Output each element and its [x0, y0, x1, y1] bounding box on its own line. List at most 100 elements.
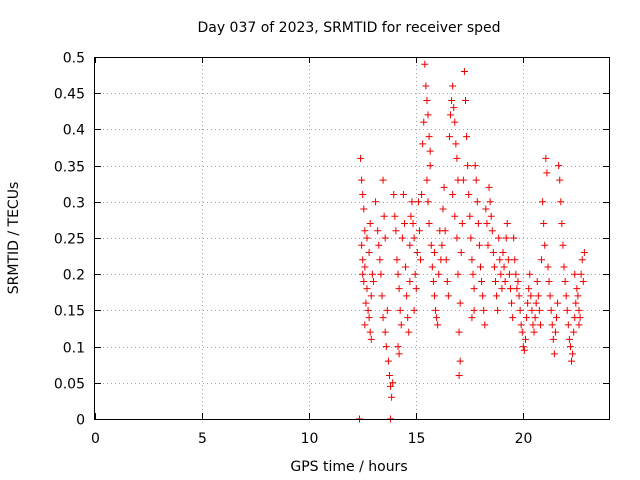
data-point: [451, 212, 459, 220]
y-tick-label: 0.45: [54, 87, 85, 103]
y-axis-label: SRMTID / TECUs: [6, 182, 22, 295]
data-point: [481, 321, 489, 329]
data-point: [361, 227, 369, 235]
data-point: [466, 212, 474, 220]
data-point: [493, 292, 501, 300]
data-point: [540, 220, 548, 228]
data-point: [454, 270, 462, 278]
data-point: [453, 234, 461, 242]
data-point: [490, 263, 498, 271]
data-point: [491, 277, 499, 285]
y-tick-label: 0.35: [54, 160, 85, 176]
data-point: [477, 263, 484, 271]
data-point: [434, 321, 442, 329]
data-point: [473, 198, 481, 206]
data-point: [407, 212, 415, 220]
data-point: [396, 306, 404, 314]
data-point: [387, 382, 395, 390]
y-tick-label: 0.2: [63, 268, 85, 284]
data-point: [458, 220, 466, 228]
data-point: [475, 241, 483, 249]
data-point: [456, 357, 464, 365]
data-point: [526, 270, 534, 278]
data-point: [536, 321, 544, 329]
data-point: [575, 306, 583, 314]
data-point: [548, 321, 556, 329]
data-point: [551, 328, 559, 336]
data-point: [406, 277, 414, 285]
data-point: [575, 321, 583, 329]
data-point: [381, 234, 389, 242]
data-point: [379, 176, 387, 184]
data-point: [486, 198, 494, 206]
data-point: [539, 198, 547, 206]
data-point: [429, 277, 437, 285]
data-point: [365, 248, 373, 256]
data-point: [418, 191, 426, 199]
data-points: [355, 60, 588, 423]
data-point: [384, 357, 392, 365]
data-point: [524, 299, 532, 307]
data-point: [424, 198, 432, 206]
data-point: [523, 314, 531, 322]
data-point: [361, 321, 369, 329]
data-point: [561, 277, 569, 285]
data-point: [409, 220, 417, 228]
y-tick-label: 0.1: [63, 341, 85, 357]
data-point: [455, 372, 463, 380]
data-point: [556, 176, 564, 184]
data-point: [578, 256, 586, 264]
data-point: [361, 263, 369, 271]
data-point: [442, 256, 450, 264]
data-point: [576, 314, 584, 322]
data-point: [572, 299, 580, 307]
data-point: [449, 82, 457, 90]
data-point: [367, 292, 375, 300]
data-point: [543, 169, 551, 177]
data-point: [367, 335, 375, 343]
data-point: [445, 133, 453, 141]
data-point: [369, 277, 377, 285]
data-point: [404, 314, 412, 322]
data-point: [415, 227, 423, 235]
data-point: [465, 191, 473, 199]
data-point: [364, 306, 372, 314]
data-point: [357, 154, 365, 162]
data-point: [516, 306, 524, 314]
data-point: [528, 306, 536, 314]
data-point: [394, 343, 402, 351]
data-point: [411, 270, 419, 278]
data-point: [399, 191, 407, 199]
y-tick-label: 0.4: [63, 123, 85, 139]
data-point: [580, 248, 588, 256]
data-point: [451, 118, 459, 126]
data-point: [439, 205, 447, 213]
data-point: [360, 205, 368, 213]
data-point: [496, 256, 504, 264]
data-point: [579, 277, 587, 285]
data-point: [397, 321, 405, 329]
data-point: [425, 220, 433, 228]
data-point: [426, 162, 434, 170]
data-point: [531, 314, 539, 322]
data-point: [406, 241, 414, 249]
data-point: [422, 82, 430, 90]
data-point: [485, 183, 493, 191]
data-point: [479, 292, 487, 300]
y-tick-label: 0.05: [54, 377, 85, 393]
data-point: [488, 227, 496, 235]
data-point: [497, 270, 505, 278]
data-point: [570, 328, 578, 336]
data-point: [462, 96, 470, 104]
data-point: [390, 191, 398, 199]
data-point: [410, 234, 418, 242]
data-point: [419, 140, 427, 148]
data-point: [448, 96, 456, 104]
data-point: [383, 306, 391, 314]
data-point: [574, 292, 582, 300]
data-point: [381, 328, 389, 336]
data-point: [566, 343, 574, 351]
data-point: [366, 220, 374, 228]
data-point: [402, 263, 410, 271]
x-tick-label: 10: [301, 431, 319, 447]
